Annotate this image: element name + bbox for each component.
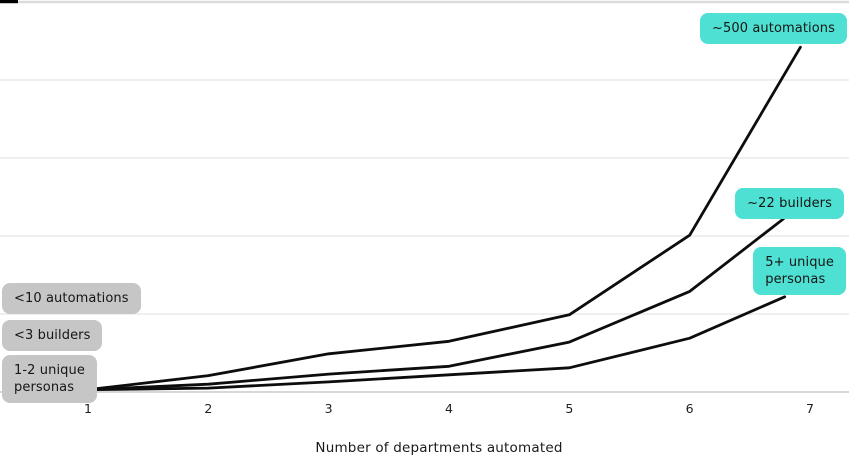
series-builders-line bbox=[86, 217, 785, 392]
x-tick-4: 4 bbox=[445, 401, 453, 416]
header-bar bbox=[0, 0, 18, 4]
annotation-end-automations: ~500 automations bbox=[700, 13, 847, 45]
series-automations-line bbox=[86, 45, 802, 392]
annotation-end-personas: 5+ unique personas bbox=[753, 247, 846, 296]
x-axis-title: Number of departments automated bbox=[315, 440, 563, 456]
annotation-start-builders: <3 builders bbox=[2, 320, 103, 352]
annotation-start-automations: <10 automations bbox=[2, 283, 141, 315]
x-tick-2: 2 bbox=[204, 401, 213, 416]
x-tick-3: 3 bbox=[324, 401, 333, 416]
annotation-start-personas: 1-2 unique personas bbox=[2, 355, 97, 404]
annotation-end-builders: ~22 builders bbox=[735, 188, 844, 220]
x-tick-6: 6 bbox=[685, 401, 694, 416]
series-personas-line bbox=[86, 295, 787, 392]
x-tick-5: 5 bbox=[565, 401, 574, 416]
x-tick-1: 1 bbox=[84, 401, 92, 416]
x-tick-7: 7 bbox=[806, 401, 814, 416]
